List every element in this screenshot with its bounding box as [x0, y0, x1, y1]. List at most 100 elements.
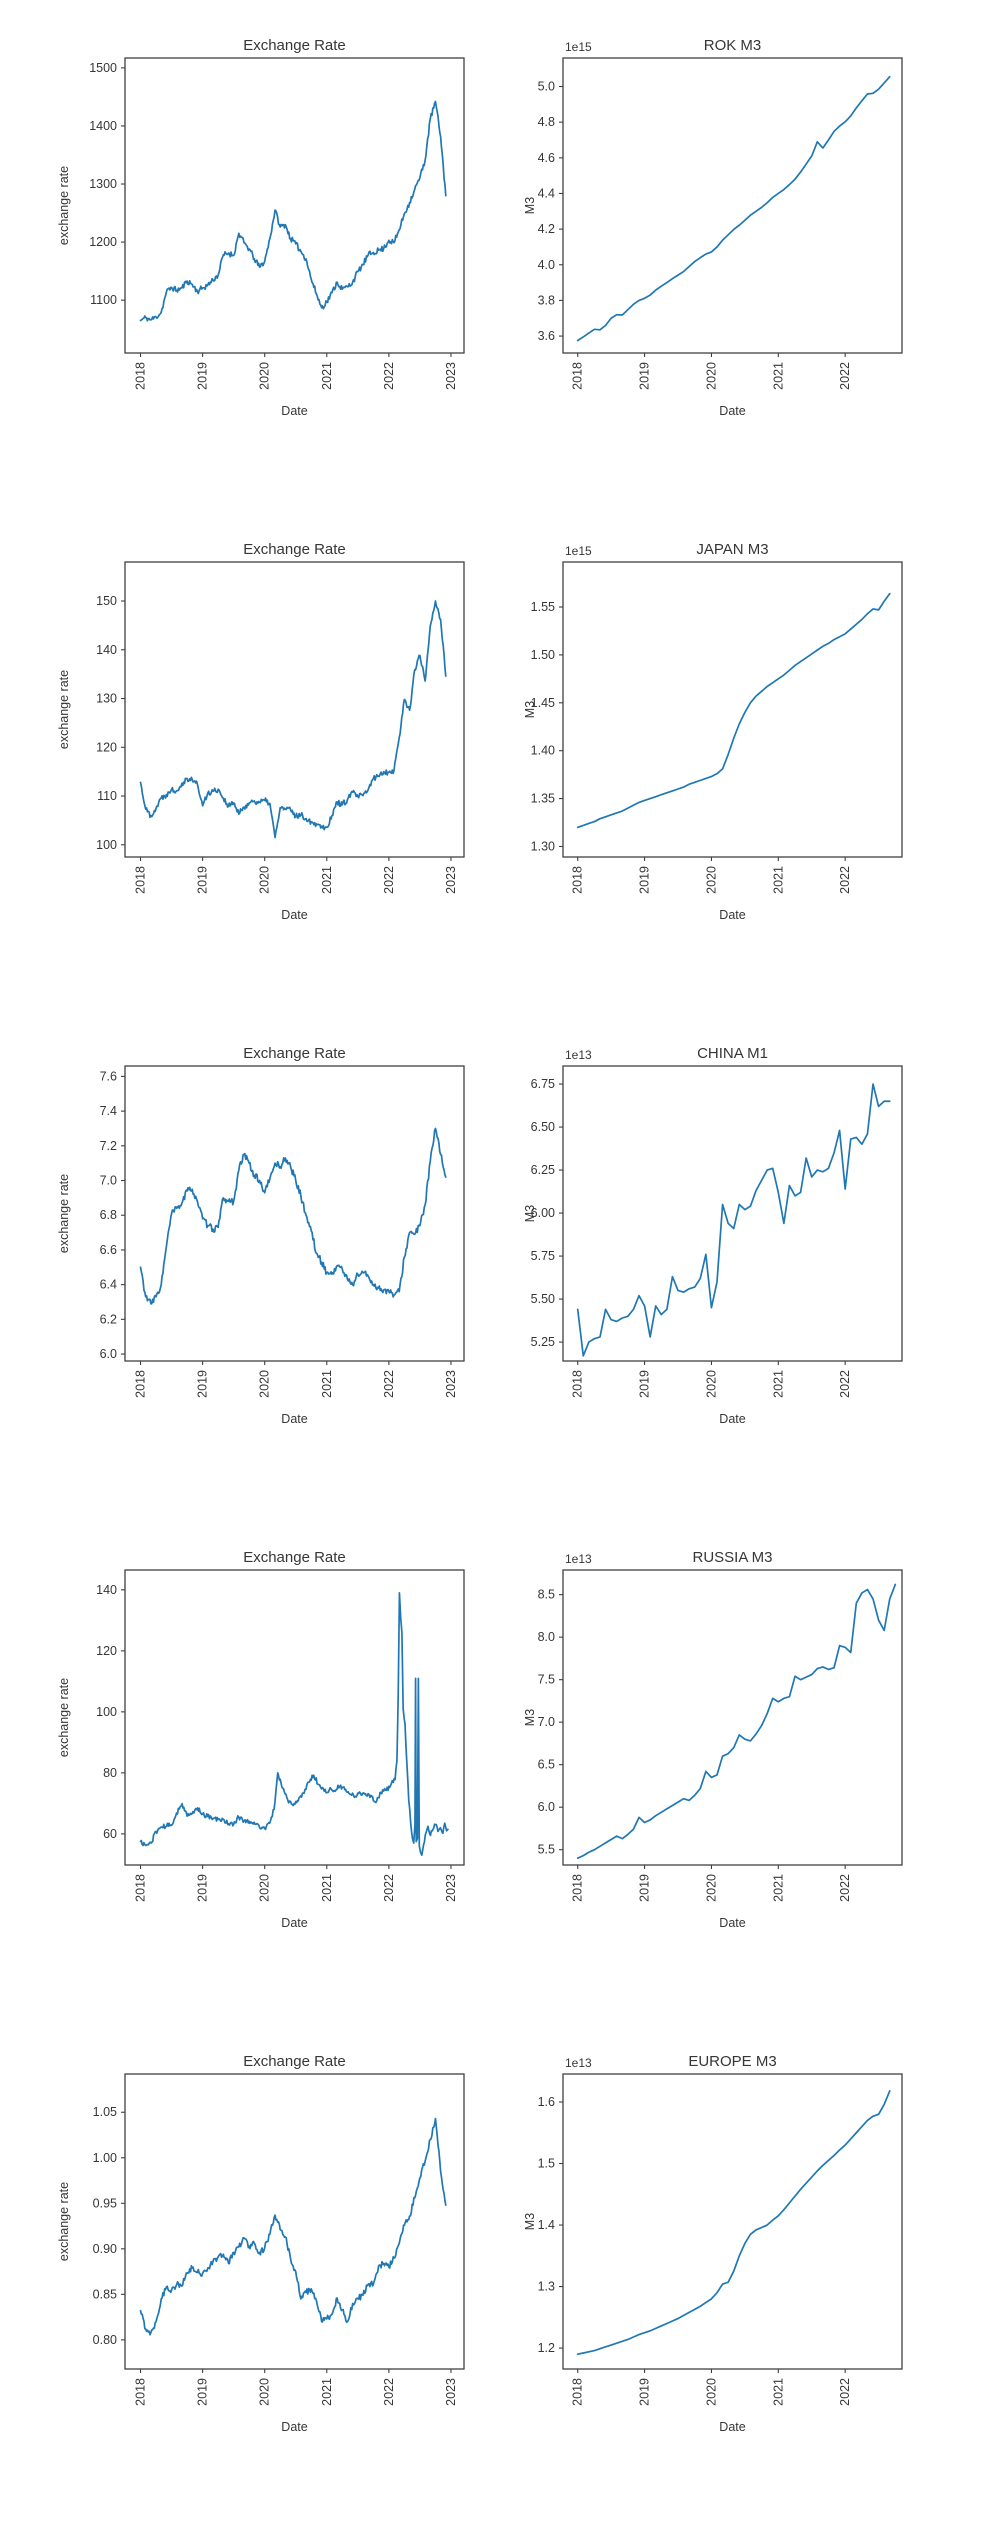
y-tick-label: 0.90 — [93, 2242, 117, 2256]
x-tick-label: 2022 — [382, 1874, 396, 1902]
y-tick-label: 1100 — [90, 293, 117, 307]
y-tick-label: 6.6 — [100, 1243, 117, 1257]
y-tick-label: 140 — [96, 1583, 117, 1597]
x-tick-label: 2022 — [838, 362, 852, 390]
exchange-rate-europe-plot: Exchange Rate 0.80 0.85 0.90 0.95 1.00 1.05 201… — [57, 2053, 465, 2434]
exchange-rate-china-plot: Exchange Rate 6.0 6.2 6.4 6.6 6.8 7.0 7.2 7.4 7.6… — [57, 1045, 465, 1426]
x-tick-label: 2021 — [771, 1370, 785, 1398]
y-tick-label: 140 — [96, 643, 117, 657]
exchange-rate-rok-title: Exchange Rate — [243, 37, 346, 54]
x-tick-label: 2018 — [571, 1874, 585, 1902]
x-tick-label: 2019 — [638, 2378, 652, 2406]
y-tick-label: 0.85 — [93, 2287, 117, 2301]
y-tick-label: 6.5 — [538, 1758, 555, 1772]
x-tick-label: 2021 — [320, 1370, 334, 1398]
x-tick-label: 2021 — [771, 362, 785, 390]
x-tick-label: 2018 — [134, 2378, 148, 2406]
y-tick-label: 6.8 — [100, 1208, 117, 1222]
y-tick-label: 1200 — [89, 235, 117, 249]
x-tick-label: 2018 — [134, 362, 148, 390]
exchange-rate-china-chart: Exchange Rate 6.0 6.2 6.4 6.6 6.8 7.0 7.2 7.4 7.6… — [0, 1008, 500, 1512]
x-tick-label: 2020 — [704, 1370, 718, 1398]
y-tick-label: 110 — [97, 789, 117, 803]
y-tick-label: 8.5 — [538, 1588, 555, 1602]
rok-m3-title: ROK M3 — [704, 37, 762, 54]
x-tick-label: 2022 — [382, 2378, 396, 2406]
x-tick-label: 2018 — [571, 362, 585, 390]
exchange-rate-japan-title: Exchange Rate — [243, 541, 346, 558]
y-tick-label: 7.4 — [100, 1104, 117, 1118]
y-tick-label: 6.75 — [531, 1077, 555, 1091]
y-tick-label: 1.6 — [538, 2095, 555, 2109]
x-tick-label: 2023 — [444, 1874, 458, 1902]
y-tick-label: 1400 — [89, 119, 117, 133]
exchange-rate-rok-plot: Exchange Rate 1100 1200 1300 1400 1500 2018 201… — [57, 37, 465, 418]
x-tick-label: 2020 — [258, 1874, 272, 1902]
x-tick-label: 2022 — [838, 2378, 852, 2406]
exchange-rate-europe-xlabel: Date — [281, 2420, 307, 2434]
japan-m3-title: JAPAN M3 — [696, 541, 768, 558]
y-tick-label: 6.2 — [100, 1312, 117, 1326]
x-tick-label: 2021 — [771, 1874, 785, 1902]
x-tick-label: 2019 — [638, 1874, 652, 1902]
exchange-rate-russia-title: Exchange Rate — [243, 1549, 346, 1566]
exchange-rate-rok-series-line — [139, 100, 447, 322]
x-tick-label: 2019 — [196, 362, 210, 390]
y-tick-label: 1500 — [89, 61, 117, 75]
y-tick-label: 1.5 — [538, 2157, 555, 2171]
russia-m3-offset-text: 1e13 — [565, 1552, 592, 1566]
russia-m3-ylabel: M3 — [523, 1709, 537, 1726]
axes-frame — [562, 1065, 903, 1362]
x-tick-label: 2022 — [838, 1370, 852, 1398]
x-tick-label: 2020 — [704, 1874, 718, 1902]
exchange-rate-japan-xlabel: Date — [281, 908, 307, 922]
exchange-rate-europe-ylabel: exchange rate — [57, 2182, 71, 2261]
exchange-rate-russia-chart: Exchange Rate 60 80 100 120 140 2018 2019 2020 20… — [0, 1512, 500, 2016]
y-tick-label: 3.8 — [538, 293, 555, 307]
europe-m3-series-line — [576, 2090, 891, 2356]
x-tick-label: 2021 — [771, 866, 785, 894]
x-tick-label: 2019 — [638, 362, 652, 390]
japan-m3-ylabel: M3 — [523, 701, 537, 718]
x-tick-label: 2020 — [258, 2378, 272, 2406]
y-tick-label: 1.3 — [538, 2280, 555, 2294]
y-tick-label: 1.4 — [538, 2218, 555, 2232]
china-m1-ylabel: M3 — [523, 1205, 537, 1222]
rok-m3-plot: ROK M3 1e15 3.6 3.8 4.0 4.2 4.4 4.6 4.8 5.0 2018 20… — [523, 37, 903, 418]
europe-m3-xlabel: Date — [719, 2420, 745, 2434]
y-tick-label: 5.5 — [538, 1843, 555, 1857]
exchange-rate-russia-series-line — [139, 1592, 449, 1857]
x-tick-label: 2018 — [571, 866, 585, 894]
axes-frame — [124, 1569, 465, 1866]
axes-frame — [562, 2073, 903, 2370]
y-tick-label: 1.40 — [531, 744, 555, 758]
x-tick-label: 2021 — [320, 362, 334, 390]
y-tick-label: 6.0 — [100, 1347, 117, 1361]
exchange-rate-china-series-line — [139, 1127, 447, 1305]
europe-m3-chart: EUROPE M3 1e13 1.2 1.3 1.4 1.5 1.6 2018 2019 2020… — [500, 2016, 1000, 2520]
x-tick-label: 2023 — [444, 362, 458, 390]
china-m1-xlabel: Date — [719, 1412, 745, 1426]
x-tick-label: 2018 — [571, 1370, 585, 1398]
y-tick-label: 6.50 — [531, 1120, 555, 1134]
x-tick-label: 2018 — [134, 1874, 148, 1902]
y-tick-label: 1.45 — [531, 696, 555, 710]
y-tick-label: 8.0 — [538, 1630, 555, 1644]
x-tick-label: 2020 — [704, 866, 718, 894]
x-tick-label: 2021 — [320, 1874, 334, 1902]
x-tick-label: 2022 — [382, 362, 396, 390]
y-tick-label: 6.25 — [531, 1163, 555, 1177]
rok-m3-series-line — [576, 75, 891, 342]
y-tick-label: 1.05 — [93, 2105, 117, 2119]
x-tick-label: 2020 — [258, 362, 272, 390]
y-tick-label: 4.4 — [538, 186, 555, 200]
exchange-rate-china-ylabel: exchange rate — [57, 1174, 71, 1253]
china-m1-series-line — [576, 1083, 891, 1357]
y-tick-label: 5.75 — [531, 1249, 555, 1263]
x-tick-label: 2022 — [838, 866, 852, 894]
exchange-rate-china-xlabel: Date — [281, 1412, 307, 1426]
x-tick-label: 2019 — [196, 2378, 210, 2406]
y-tick-label: 6.0 — [538, 1800, 555, 1814]
axes-frame — [562, 561, 903, 858]
